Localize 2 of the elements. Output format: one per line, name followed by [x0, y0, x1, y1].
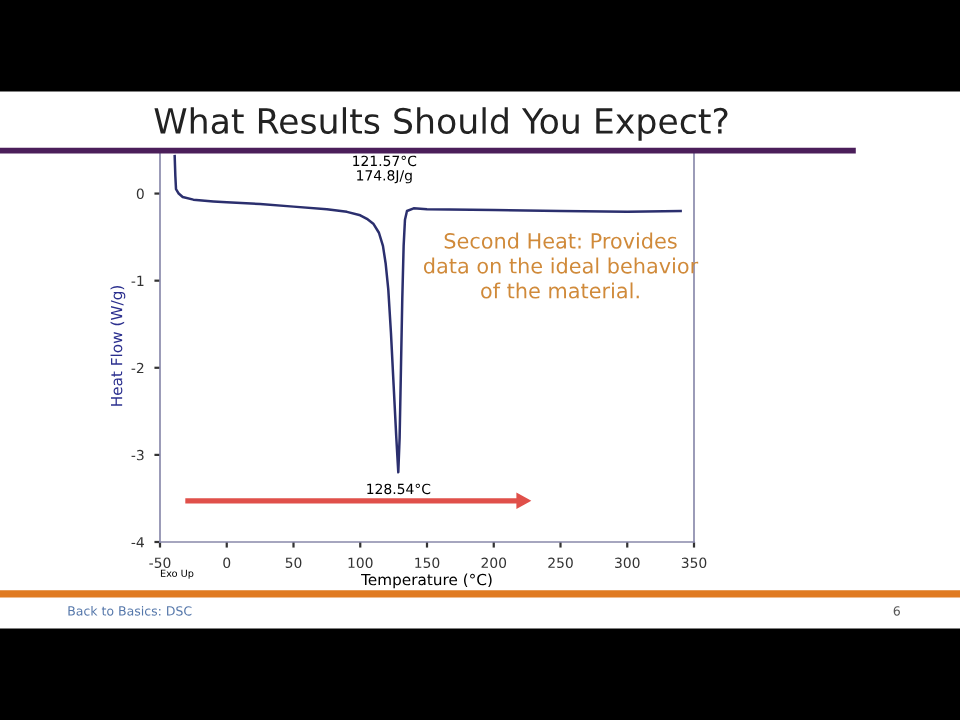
annotation: Second Heat: Provides data on the ideal behavior of the material.	[423, 232, 699, 299]
chart-title: What Results Should You Expect?	[154, 107, 728, 141]
